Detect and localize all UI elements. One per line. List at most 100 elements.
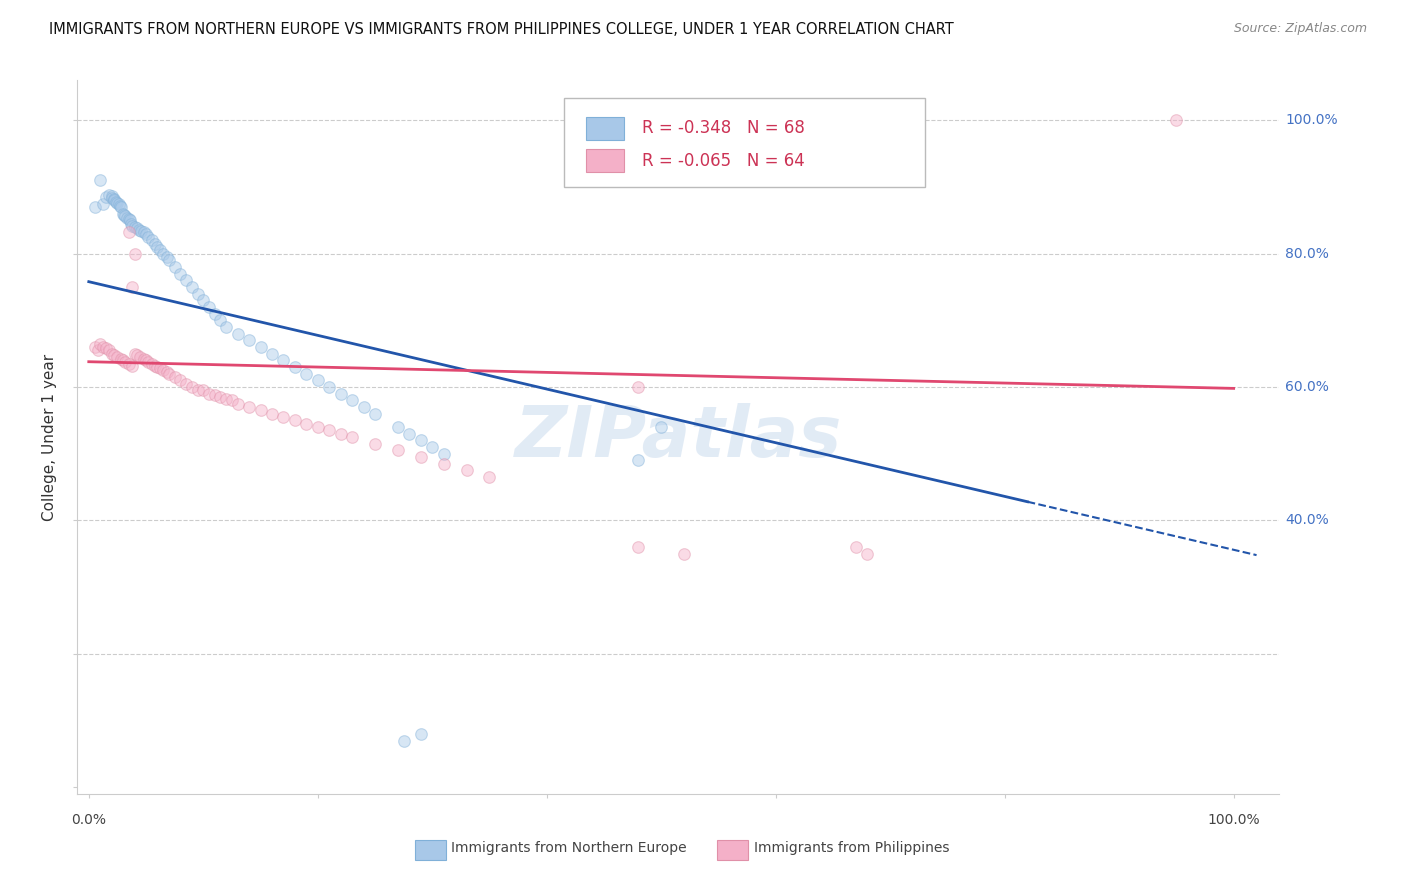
Point (845, 540, 868, 554)
Point (174, 376, 197, 391)
Point (273, 353, 295, 368)
Point (215, 320, 238, 334)
Point (456, 463, 478, 477)
Text: 100.0%: 100.0% (1285, 113, 1339, 128)
Point (143, 359, 166, 373)
Point (107, 197, 129, 211)
Point (387, 443, 409, 458)
Point (146, 240, 169, 254)
Point (409, 450, 432, 464)
Point (110, 200, 132, 214)
Point (121, 280, 143, 294)
Point (340, 430, 363, 444)
Point (149, 361, 172, 376)
Point (141, 357, 163, 371)
Point (118, 225, 141, 239)
Point (124, 347, 146, 361)
Text: R = -0.065   N = 64: R = -0.065 N = 64 (643, 152, 806, 169)
Point (284, 359, 307, 374)
Point (136, 355, 159, 369)
Text: 80.0%: 80.0% (1285, 247, 1329, 260)
Point (364, 436, 387, 450)
Point (128, 222, 150, 236)
Y-axis label: College, Under 1 year: College, Under 1 year (42, 353, 58, 521)
Point (89, 173, 111, 187)
Point (112, 208, 135, 222)
Point (110, 352, 132, 367)
Point (91, 340, 114, 354)
Point (249, 340, 271, 354)
Point (318, 380, 340, 394)
Point (284, 413, 307, 427)
Point (204, 307, 226, 321)
Point (353, 400, 375, 414)
Point (107, 350, 129, 364)
Bar (586, 150, 624, 172)
Point (100, 347, 122, 361)
Point (89, 336, 111, 351)
Point (98, 188, 121, 202)
Point (627, 380, 650, 394)
Point (169, 267, 191, 281)
Point (193, 293, 215, 308)
Text: Source: ZipAtlas.com: Source: ZipAtlas.com (1233, 22, 1367, 36)
Point (433, 447, 456, 461)
Point (100, 191, 122, 205)
Point (163, 260, 186, 274)
Point (98, 343, 121, 358)
Point (420, 440, 443, 454)
Point (215, 392, 238, 406)
Point (409, 727, 432, 741)
Point (100, 189, 122, 203)
Point (318, 424, 340, 438)
Point (398, 426, 420, 441)
Text: 40.0%: 40.0% (1285, 514, 1329, 527)
Point (124, 246, 146, 260)
Point (209, 313, 232, 327)
Bar (586, 117, 624, 139)
Point (226, 397, 249, 411)
Text: Immigrants from Northern Europe: Immigrants from Northern Europe (451, 841, 688, 855)
Point (149, 244, 172, 258)
Point (856, 547, 879, 561)
Point (112, 207, 135, 221)
Point (238, 400, 260, 414)
Point (118, 357, 141, 371)
Point (132, 352, 155, 367)
Point (180, 380, 202, 394)
Point (91, 196, 114, 211)
Text: 100.0%: 100.0% (1208, 813, 1260, 827)
Point (249, 403, 271, 417)
Text: ZIPatlas: ZIPatlas (515, 402, 842, 472)
Point (103, 348, 125, 362)
Point (295, 367, 318, 381)
Point (193, 384, 215, 398)
Point (124, 219, 146, 234)
Point (169, 373, 191, 387)
Point (107, 196, 129, 211)
Point (143, 236, 166, 251)
Point (226, 326, 249, 341)
Point (273, 410, 295, 425)
Point (198, 386, 221, 401)
Point (364, 407, 387, 421)
Point (105, 194, 128, 209)
Point (157, 367, 180, 381)
Point (94, 342, 117, 356)
Point (409, 434, 432, 448)
Point (83, 200, 105, 214)
Point (125, 221, 148, 235)
Point (87, 343, 110, 358)
Point (329, 426, 352, 441)
Point (118, 212, 141, 227)
Point (673, 547, 696, 561)
Point (238, 334, 260, 348)
Point (329, 386, 352, 401)
Point (340, 393, 363, 408)
Point (209, 390, 232, 404)
Point (186, 286, 209, 301)
Point (94, 190, 117, 204)
Point (180, 280, 202, 294)
Point (307, 420, 329, 434)
Point (136, 230, 159, 244)
